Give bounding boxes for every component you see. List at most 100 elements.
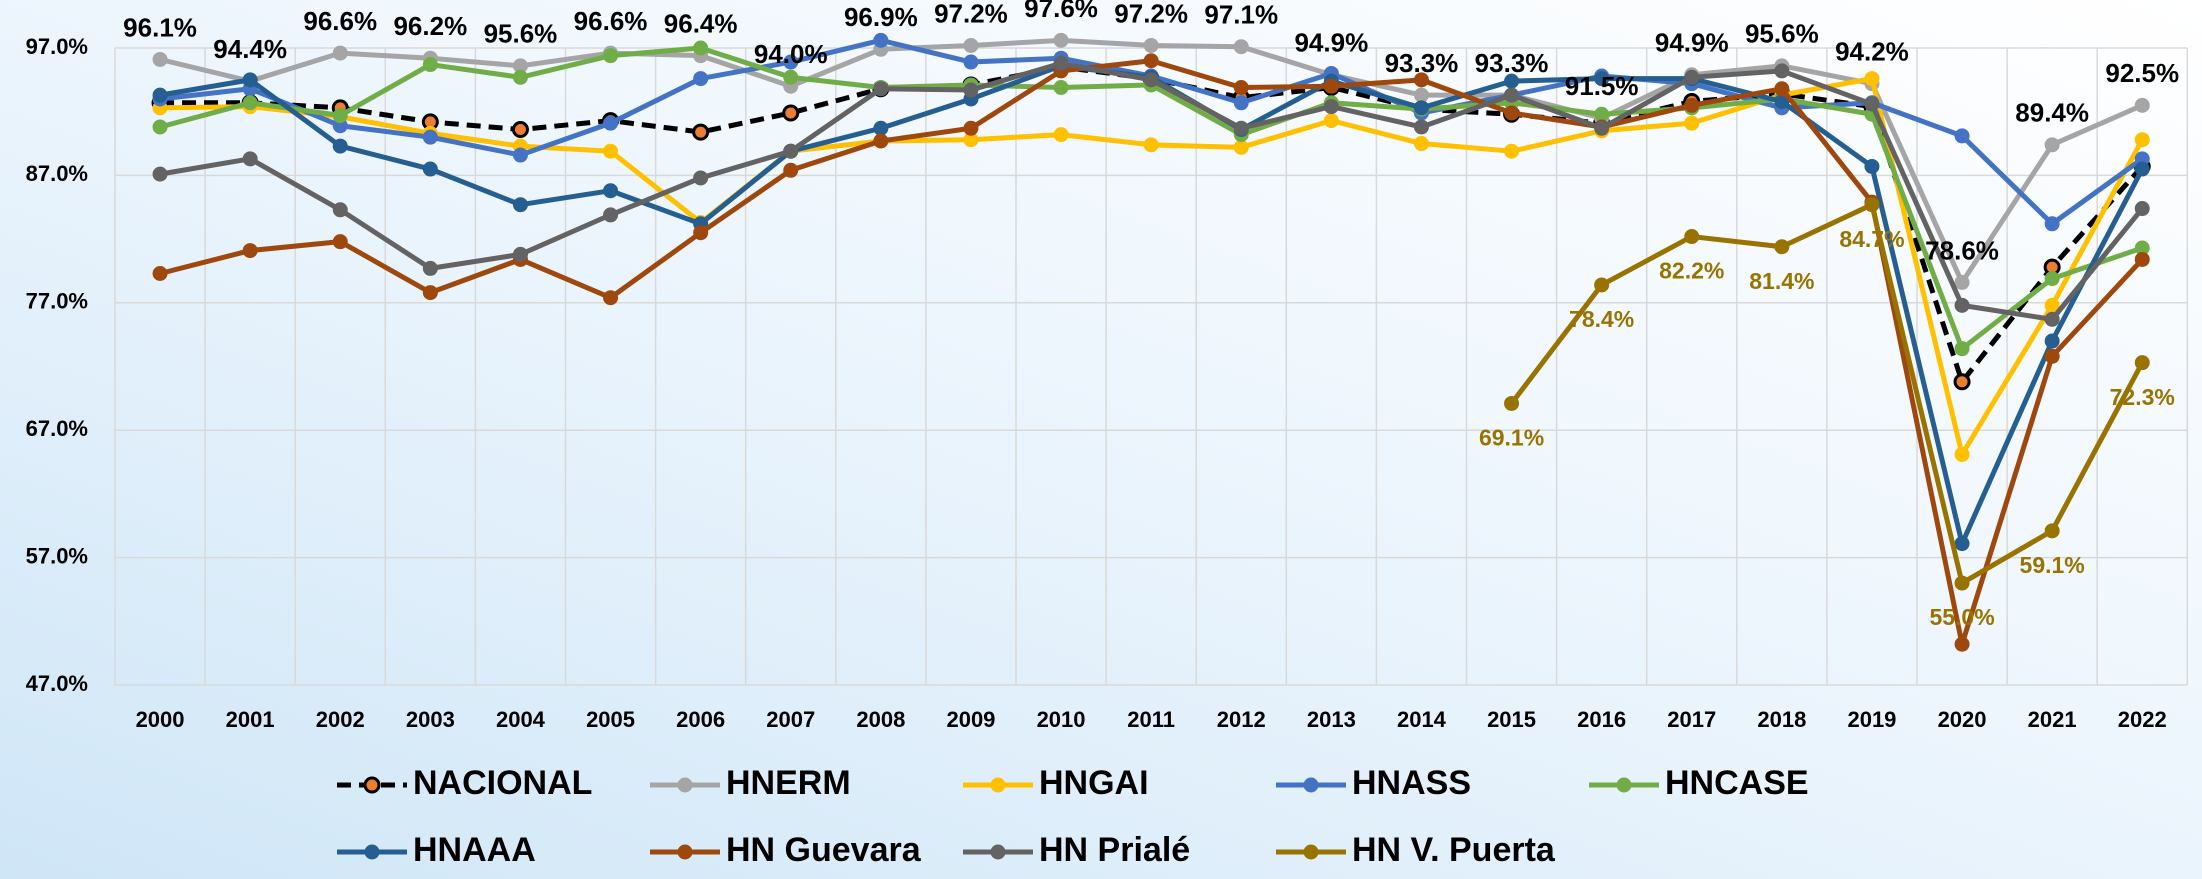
data-point <box>422 260 438 276</box>
data-point <box>1053 32 1069 48</box>
y-tick-label: 57.0% <box>26 543 88 568</box>
data-label: 81.4% <box>1749 268 1814 294</box>
data-point <box>2134 201 2150 217</box>
data-point <box>2134 251 2150 267</box>
data-label: 84.7% <box>1839 226 1904 252</box>
data-label: 78.4% <box>1569 306 1634 332</box>
data-point <box>1143 53 1159 69</box>
data-point <box>1864 71 1880 87</box>
data-point <box>873 81 889 97</box>
x-tick-label: 2015 <box>1487 707 1536 732</box>
x-tick-label: 2014 <box>1397 707 1447 732</box>
data-point <box>152 87 168 103</box>
x-tick-label: 2010 <box>1037 707 1086 732</box>
data-point <box>1594 106 1610 122</box>
data-point <box>1864 158 1880 174</box>
data-point <box>603 290 619 306</box>
legend-item: HNGAI <box>963 764 1149 802</box>
data-point <box>1143 137 1159 153</box>
legend-item: HNAAA <box>337 831 536 869</box>
legend-label: HNERM <box>726 764 851 802</box>
data-label: 96.6% <box>303 6 377 36</box>
data-point <box>1864 96 1880 112</box>
data-point <box>2134 132 2150 148</box>
legend-marker <box>677 844 693 860</box>
data-point <box>512 147 528 163</box>
y-tick-label: 97.0% <box>26 34 88 59</box>
legend-item: HN Prialé <box>963 831 1190 869</box>
data-point <box>1143 37 1159 53</box>
x-tick-label: 2016 <box>1577 707 1626 732</box>
legend-marker <box>364 844 380 860</box>
data-label: 72.3% <box>2110 384 2175 410</box>
data-point <box>692 123 710 141</box>
data-label: 94.0% <box>754 39 828 69</box>
data-point <box>1053 127 1069 143</box>
data-point <box>1953 373 1971 391</box>
data-point <box>693 225 709 241</box>
data-point <box>1413 119 1429 135</box>
data-point <box>2044 311 2060 327</box>
x-tick-label: 2009 <box>946 707 995 732</box>
data-point <box>1594 277 1610 293</box>
data-point <box>332 45 348 61</box>
data-point <box>1413 72 1429 88</box>
data-point <box>422 129 438 145</box>
data-point <box>1684 229 1700 245</box>
x-tick-label: 2013 <box>1307 707 1356 732</box>
data-point <box>242 95 258 111</box>
legend-marker <box>677 777 693 793</box>
data-point <box>152 166 168 182</box>
legend-item: HN Guevara <box>650 831 922 869</box>
data-label: 78.6% <box>1925 235 1999 265</box>
data-point <box>332 234 348 250</box>
data-point <box>1684 69 1700 85</box>
data-point <box>512 69 528 85</box>
data-point <box>242 243 258 259</box>
x-tick-label: 2008 <box>856 707 905 732</box>
data-label: 97.2% <box>934 0 1008 28</box>
data-point <box>1774 81 1790 97</box>
x-tick-label: 2022 <box>2118 707 2167 732</box>
data-point <box>1954 446 1970 462</box>
data-point <box>963 54 979 70</box>
x-tick-label: 2011 <box>1127 707 1175 732</box>
y-tick-label: 47.0% <box>26 671 88 696</box>
data-point <box>783 69 799 85</box>
x-tick-label: 2017 <box>1667 707 1716 732</box>
data-point <box>422 285 438 301</box>
data-label: 69.1% <box>1479 425 1544 451</box>
data-label: 95.6% <box>484 19 558 49</box>
legend-marker <box>1303 777 1319 793</box>
data-point <box>332 202 348 218</box>
data-label: 91.5% <box>1565 71 1639 101</box>
data-label: 55.0% <box>1929 604 1994 630</box>
y-tick-label: 87.0% <box>26 161 88 186</box>
data-point <box>783 54 799 70</box>
data-point <box>2044 523 2060 539</box>
x-tick-label: 2021 <box>2028 707 2077 732</box>
legend-label: HNCASE <box>1665 764 1809 802</box>
data-label: 93.3% <box>1475 48 1549 78</box>
data-point <box>152 265 168 281</box>
data-label: 96.1% <box>123 12 197 42</box>
legend-label: HN V. Puerta <box>1352 831 1556 869</box>
data-label: 97.2% <box>1114 0 1188 28</box>
legend-label: HN Prialé <box>1039 831 1190 869</box>
data-point <box>1413 100 1429 116</box>
data-point <box>1323 78 1339 94</box>
data-label: 82.2% <box>1659 258 1724 284</box>
legend-item: HN V. Puerta <box>1276 831 1556 869</box>
data-point <box>873 120 889 136</box>
x-tick-label: 2002 <box>316 707 365 732</box>
data-point <box>963 82 979 98</box>
data-point <box>242 72 258 88</box>
x-tick-label: 2004 <box>496 707 546 732</box>
data-point <box>873 32 889 48</box>
data-point <box>603 115 619 131</box>
y-tick-label: 67.0% <box>26 416 88 441</box>
data-point <box>1864 197 1880 213</box>
data-label: 97.6% <box>1024 0 1098 23</box>
data-point <box>1504 395 1520 411</box>
